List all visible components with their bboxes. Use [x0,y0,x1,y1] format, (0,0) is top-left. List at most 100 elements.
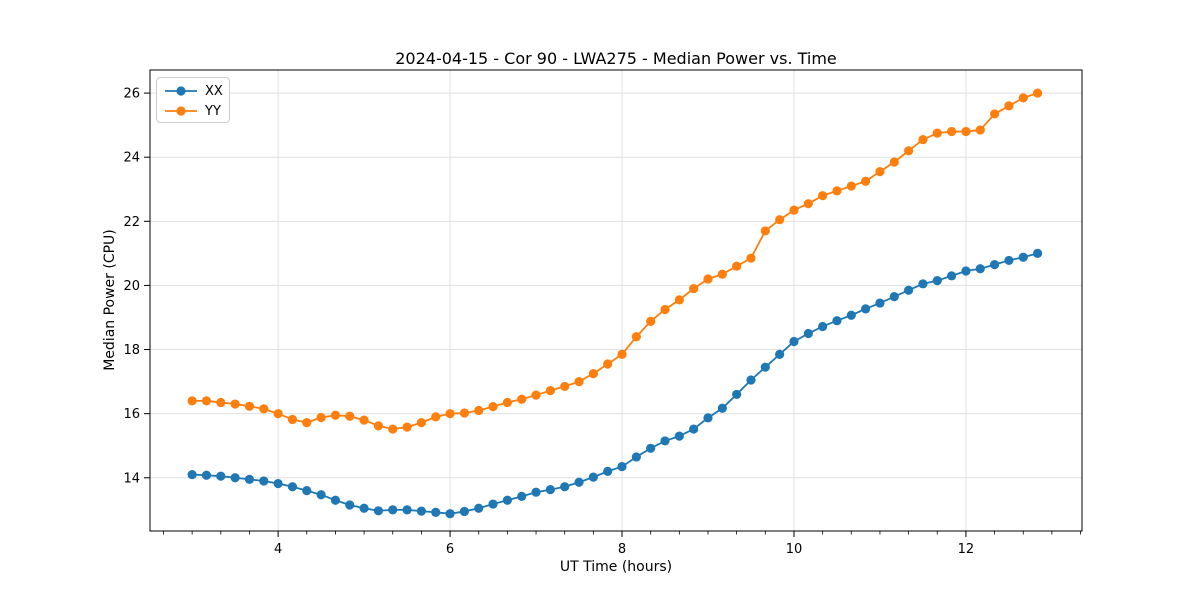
series-yy-point [474,405,484,416]
x-tick-label: 4 [274,542,282,557]
series-yy-point [201,396,212,406]
chart-title: 2024-04-15 - Cor 90 - LWA275 - Median Po… [395,49,837,68]
series-xx-point [1018,252,1028,262]
series-xx-point [617,461,627,472]
series-yy-point [244,401,255,411]
series-xx-point [660,436,670,446]
series-yy-point [603,359,613,369]
series-yy-point [961,126,971,137]
series-yy-point [760,226,770,236]
series-yy-point [889,157,899,167]
series-yy-point [646,316,656,326]
series-yy-point [1018,93,1028,103]
series-xx-point [574,477,584,487]
series-xx-point [932,276,942,286]
series-yy-point [431,412,441,422]
series-xx-point [345,500,355,510]
series-yy-point [674,295,684,305]
series-xx-point [689,424,699,434]
series-xx-point [861,304,871,314]
plot-frame [149,69,1083,532]
series-yy-point [746,253,756,263]
series-yy-point [445,409,455,419]
series-xx-point [259,476,269,486]
x-tick-label: 6 [446,542,454,557]
series-yy-point [1004,101,1014,111]
legend-label-yy: YY [205,103,221,119]
series-yy-point [560,381,570,392]
series-xx-point [789,336,799,347]
series-xx-point [302,486,312,496]
series-yy-point [717,269,727,279]
series-yy-point [689,284,699,294]
series-xx-point [1032,248,1043,258]
series-xx-point [989,259,1000,270]
series-xx-point [445,509,455,519]
series-yy-point [775,215,785,225]
series-yy-point [818,191,828,201]
series-yy-point [703,274,713,284]
series-xx-point [746,375,756,385]
series-xx-point [975,264,985,274]
series-yy-point [875,167,885,177]
series-yy-point [631,332,641,342]
series-xx-point [631,452,641,462]
series-yy-point [517,394,527,404]
series-xx-point [560,482,570,492]
x-axis-label: UT Time (hours) [559,559,673,575]
series-yy-point [388,424,398,434]
x-tick-label: 8 [618,542,626,557]
series-yy-point [989,109,1000,119]
series-xx-point [431,507,441,518]
series-xx-point [488,499,498,509]
series-yy-point [402,422,412,432]
series-xx-point [904,285,914,295]
series-yy-point [660,304,670,315]
series-xx-point [1004,255,1014,266]
series-yy-point [932,128,942,138]
series-yy-point [459,408,469,418]
y-tick-label: 18 [123,343,140,358]
y-tick-label: 26 [123,87,140,102]
series-yy-point [574,377,584,387]
series-yy-point [330,410,341,420]
series-yy-point [588,368,598,379]
series-yy-point [531,390,541,400]
series-yy-point [302,418,312,428]
series-yy-point [230,399,240,409]
series-xx-point [818,321,828,332]
series-xx-point [588,472,598,482]
series-yy-point [789,205,799,215]
series-xx-point [875,298,885,308]
legend: XX YY [156,77,230,123]
series-xx-point [388,505,398,515]
series-xx-point [703,413,713,423]
series-yy-point [1032,88,1043,98]
series-yy-point [488,402,498,412]
series-yy-point [359,415,369,425]
series-xx-point [775,349,785,359]
series-yy-point [947,126,957,137]
series-yy-point [832,186,842,196]
series-yy-point [918,134,928,145]
series-xx-point [674,431,684,441]
series-xx-point [889,292,899,302]
series-yy-point [287,414,298,425]
legend-item-yy: YY [164,101,229,121]
series-yy-point [345,411,355,421]
y-tick-label: 24 [123,151,140,166]
series-xx-point [273,478,283,489]
series-xx-point [517,491,527,501]
series-xx-point [402,505,412,515]
series-xx-point [416,506,427,516]
series-xx-point [732,389,742,400]
series-yy-point [904,146,914,156]
series-yy-point [187,396,197,406]
series-xx-point [230,473,240,483]
series-xx-point [531,487,541,497]
series-xx-point [760,362,770,372]
legend-sample-yy-icon [165,106,197,116]
series-xx-point [287,482,298,492]
